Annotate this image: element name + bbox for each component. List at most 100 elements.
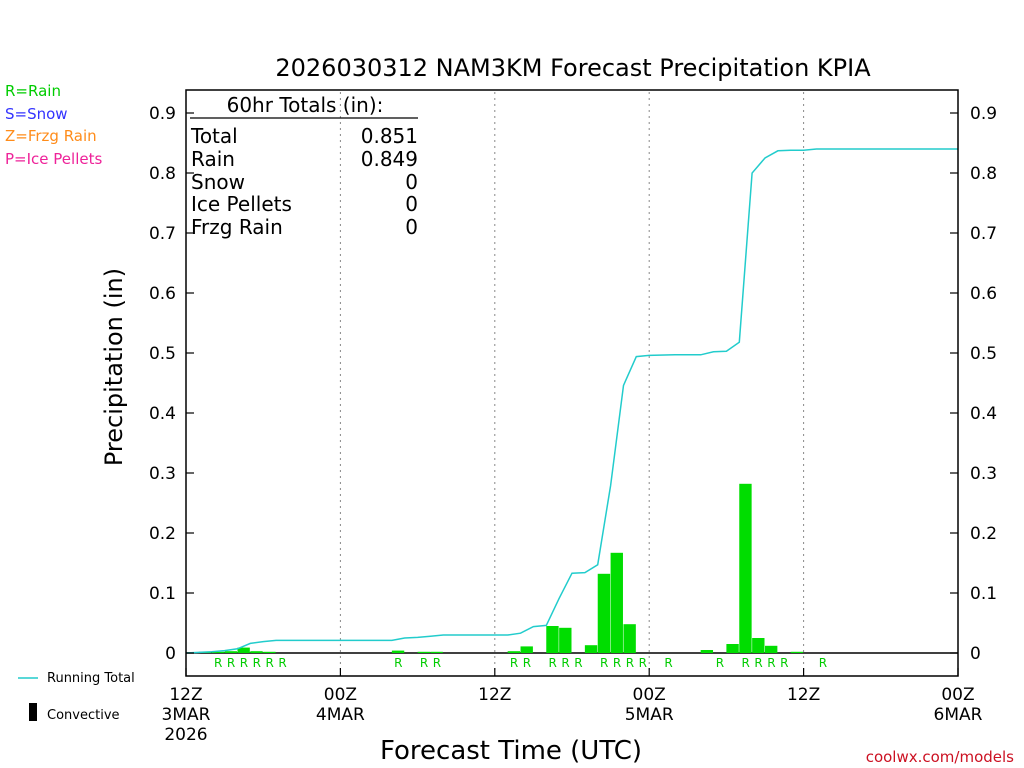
precip-bar — [700, 650, 714, 653]
y-tick-label-left: 0.5 — [149, 344, 176, 364]
y-tick-label-left: 0.6 — [149, 284, 176, 304]
totals-value-snow: 0 — [405, 170, 418, 194]
precip-bar — [623, 624, 636, 653]
convective-legend-swatch — [29, 703, 37, 721]
totals-value-rain: 0.849 — [361, 147, 418, 171]
precip-bar — [507, 651, 521, 653]
precip-type-label: R — [613, 656, 621, 670]
legend-freezing-rain: Z=Frzg Rain — [5, 127, 97, 145]
x-tick-label: 5MAR — [625, 705, 674, 725]
precip-bar — [559, 627, 572, 653]
y-tick-label-right: 0.4 — [970, 404, 997, 424]
precip-type-label: R — [742, 656, 750, 670]
precip-bar — [726, 644, 739, 653]
precip-bar — [417, 651, 430, 653]
y-tick-label-left: 0.3 — [149, 464, 176, 484]
x-tick-label: 3MAR — [162, 705, 211, 725]
x-axis-label: Forecast Time (UTC) — [380, 736, 642, 766]
precip-bar — [391, 650, 405, 653]
y-tick-label-left: 0.4 — [149, 404, 176, 424]
y-tick-label-right: 0.8 — [970, 164, 997, 184]
x-tick-label: 6MAR — [934, 705, 983, 725]
precip-bar — [752, 638, 765, 653]
precip-type-label: R — [600, 656, 608, 670]
precip-type-label: R — [819, 656, 827, 670]
precip-type-label: R — [523, 656, 531, 670]
totals-value-frzg-rain: 0 — [405, 215, 418, 239]
precip-bar — [430, 651, 443, 653]
y-tick-label-left: 0.8 — [149, 164, 176, 184]
x-tick-label: 2026 — [164, 725, 207, 745]
precip-type-label: R — [433, 656, 441, 670]
running-total-line — [185, 148, 958, 654]
legend-snow: S=Snow — [5, 105, 68, 123]
plot-frame — [185, 89, 959, 677]
precip-type-label: R — [716, 656, 724, 670]
precip-type-label: R — [626, 656, 634, 670]
x-tick-label: 12Z — [478, 685, 511, 705]
y-tick-label-right: 0.1 — [970, 584, 997, 604]
x-tick-label: 00Z — [324, 685, 357, 705]
y-tick-label-right: 0.9 — [970, 104, 997, 124]
precip-bar — [250, 651, 263, 653]
precip-type-label: R — [394, 656, 402, 670]
y-tick-label-right: 0.7 — [970, 224, 997, 244]
precip-type-label: R — [561, 656, 569, 670]
precip-bar — [546, 626, 559, 653]
precip-bar — [263, 651, 276, 653]
totals-value-total: 0.851 — [361, 124, 418, 148]
precip-bar — [584, 645, 598, 653]
y-tick-label-right: 0.2 — [970, 524, 997, 544]
precip-bars — [198, 483, 804, 653]
precip-bar — [765, 645, 778, 653]
watermark: coolwx.com/models — [866, 748, 1014, 766]
totals-label-snow: Snow — [191, 170, 245, 194]
precip-bar — [520, 646, 533, 653]
running-total-legend-label: Running Total — [47, 671, 135, 686]
totals-header: 60hr Totals (in): — [227, 93, 384, 117]
x-tick-label: 00Z — [941, 685, 974, 705]
precip-type-label: R — [574, 656, 582, 670]
precip-bar — [610, 552, 623, 653]
x-tick-label: 00Z — [633, 685, 666, 705]
precip-bar — [739, 483, 752, 653]
precip-bar — [211, 651, 225, 653]
y-tick-label-right: 0.5 — [970, 344, 997, 364]
x-tick-label: 4MAR — [316, 705, 365, 725]
y-tick-label-left: 0.9 — [149, 104, 176, 124]
legend-ice-pellets: P=Ice Pellets — [5, 150, 102, 168]
y-tick-label-right: 0.3 — [970, 464, 997, 484]
y-tick-label-left: 0.2 — [149, 524, 176, 544]
y-tick-label-right: 0.6 — [970, 284, 997, 304]
precip-type-label: R — [639, 656, 647, 670]
y-tick-label-left: 0 — [165, 644, 176, 664]
precip-type-label: R — [227, 656, 235, 670]
precip-type-label: R — [780, 656, 788, 670]
precip-type-label: R — [214, 656, 222, 670]
totals-label-total: Total — [190, 124, 238, 148]
x-tick-label: 12Z — [169, 685, 202, 705]
precip-type-label: R — [265, 656, 273, 670]
precip-type-label: R — [549, 656, 557, 670]
precip-bar — [237, 647, 250, 653]
totals-label-frzg-rain: Frzg Rain — [191, 215, 283, 239]
legend-types: R=Rain S=Snow Z=Frzg Rain P=Ice Pellets — [5, 82, 102, 168]
y-tick-label-left: 0.7 — [149, 224, 176, 244]
precip-type-label: R — [767, 656, 775, 670]
y-tick-label-right: 0 — [970, 644, 981, 664]
precip-bar — [597, 573, 611, 653]
legend-series: Running Total Convective — [18, 671, 135, 723]
precip-type-label: R — [420, 656, 428, 670]
precip-type-label: R — [240, 656, 248, 670]
grid-lines — [339, 92, 805, 674]
totals-value-ice-pellets: 0 — [405, 192, 418, 216]
precip-type-label: R — [510, 656, 518, 670]
convective-legend-label: Convective — [47, 708, 120, 723]
precip-type-label: R — [253, 656, 261, 670]
totals-label-rain: Rain — [191, 147, 235, 171]
legend-rain: R=Rain — [5, 82, 61, 100]
chart-title: 2026030312 NAM3KM Forecast Precipitation… — [275, 54, 871, 82]
